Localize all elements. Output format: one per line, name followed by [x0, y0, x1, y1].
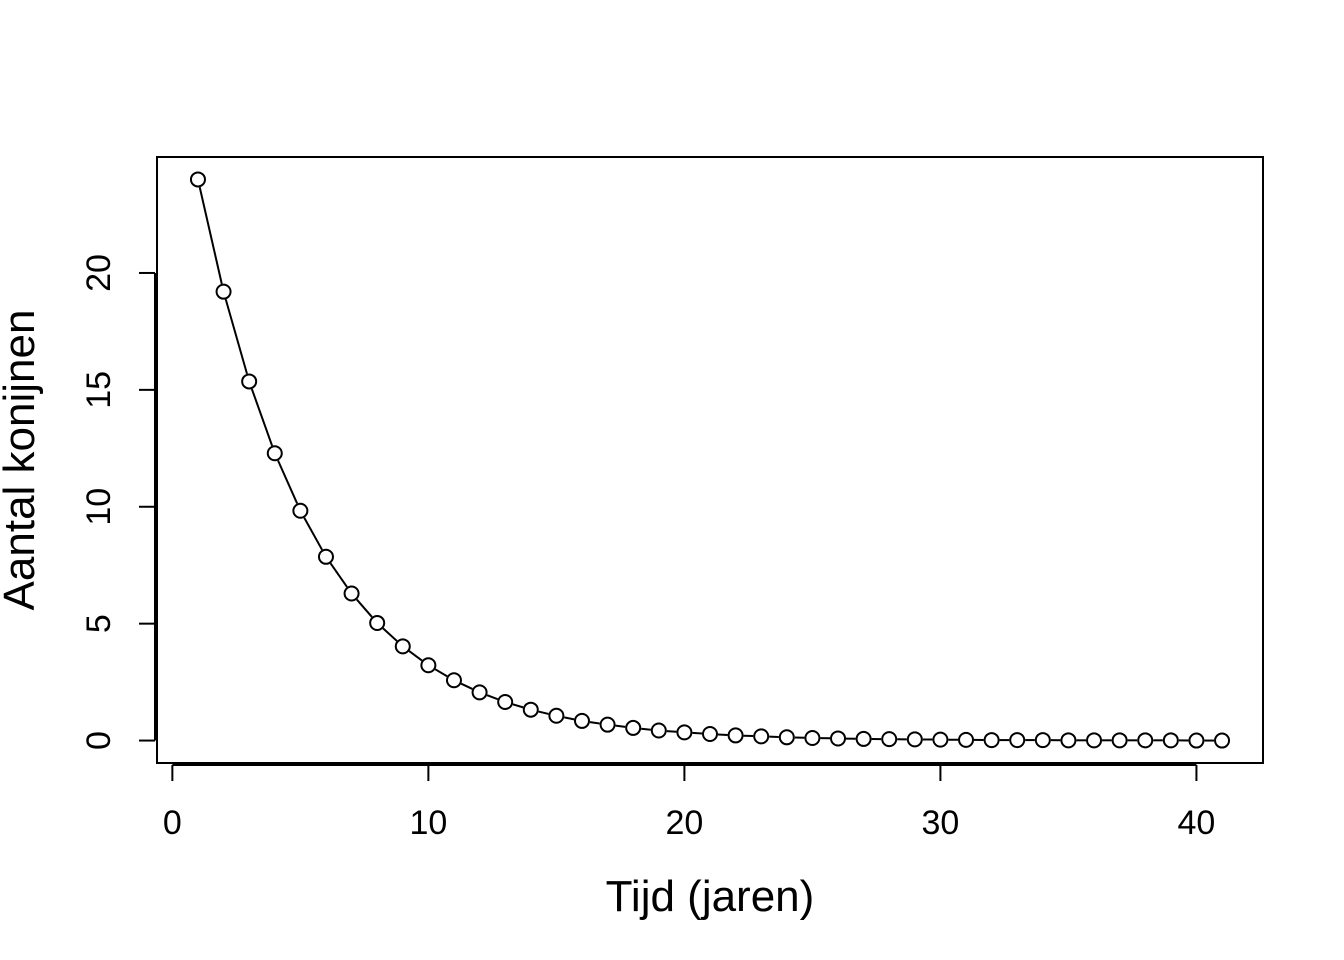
data-point: [753, 728, 770, 745]
y-axis-title: Aantal konijnen: [0, 310, 44, 611]
series-line-segment: [224, 299, 248, 375]
data-point: [778, 729, 795, 746]
data-point: [881, 731, 898, 748]
data-point: [343, 585, 360, 602]
data-point: [676, 724, 693, 741]
data-point: [932, 731, 949, 748]
x-tick-label: 0: [163, 804, 182, 842]
x-tick-label: 40: [1178, 804, 1216, 842]
data-point: [1086, 732, 1103, 749]
series-line-segment: [486, 694, 499, 701]
data-point: [625, 719, 642, 736]
data-point: [266, 445, 283, 462]
data-point: [906, 731, 923, 748]
series-line-segment: [460, 682, 473, 690]
data-point: [727, 727, 744, 744]
data-point: [599, 716, 616, 733]
data-point: [189, 171, 206, 188]
data-point: [420, 657, 437, 674]
series-line-segment: [277, 460, 299, 504]
data-point: [1034, 732, 1051, 749]
data-point: [215, 283, 232, 300]
series-line-segment: [641, 727, 651, 731]
series-line-segment: [329, 562, 348, 588]
data-point: [241, 373, 258, 390]
data-point: [958, 731, 975, 748]
data-point: [1009, 732, 1026, 749]
data-point: [702, 726, 718, 743]
x-axis: 0 10 20 30 40: [163, 764, 1216, 842]
series-line-segment: [717, 733, 728, 736]
data-point: [855, 730, 872, 747]
data-point: [471, 684, 488, 701]
data-point: [292, 502, 309, 519]
y-tick-label: 5: [80, 614, 118, 633]
data-point: [445, 672, 462, 689]
y-tick-label: 20: [80, 254, 118, 292]
data-point: [1162, 732, 1179, 749]
series-line-segment: [564, 716, 575, 721]
series-line-segment: [303, 517, 323, 551]
series-line-segment: [434, 668, 448, 678]
plot-frame: [156, 156, 1264, 764]
data-point: [522, 701, 539, 718]
data-point: [1111, 732, 1128, 749]
data-point: [1137, 732, 1154, 749]
data-point: [497, 693, 514, 710]
x-tick-label: 10: [409, 804, 447, 842]
data-point: [650, 722, 667, 739]
series-line-segment: [408, 650, 423, 662]
data-point: [394, 638, 411, 655]
x-tick-label: 20: [665, 804, 703, 842]
series-line-segment: [589, 721, 600, 725]
data-point: [317, 548, 334, 565]
data-point: [1214, 732, 1231, 749]
x-tick-label: 30: [922, 804, 960, 842]
data-point: [548, 707, 565, 724]
series-line-segment: [198, 187, 223, 285]
series-line-segment: [615, 724, 626, 728]
series-line-segment: [538, 710, 549, 715]
series-line-segment: [666, 730, 677, 733]
series-line-segment: [512, 703, 524, 709]
series-line-segment: [382, 627, 398, 642]
y-tick-label: 0: [80, 731, 118, 750]
x-axis-title: Tijd (jaren): [606, 872, 815, 921]
data-point: [804, 729, 821, 746]
data-point: [369, 614, 386, 631]
y-tick-label: 15: [80, 371, 118, 409]
series-line-segment: [250, 388, 274, 447]
series-line-segment: [356, 598, 373, 618]
y-axis: 0 5 10 15 20: [80, 254, 156, 750]
data-point: [830, 730, 847, 747]
data-point: [1188, 732, 1205, 749]
data-point: [983, 732, 1000, 749]
y-tick-label: 10: [80, 488, 118, 526]
data-point: [1060, 732, 1077, 749]
data-point: [573, 712, 590, 729]
series-layer: [189, 171, 1231, 749]
series-line-segment: [692, 731, 703, 735]
